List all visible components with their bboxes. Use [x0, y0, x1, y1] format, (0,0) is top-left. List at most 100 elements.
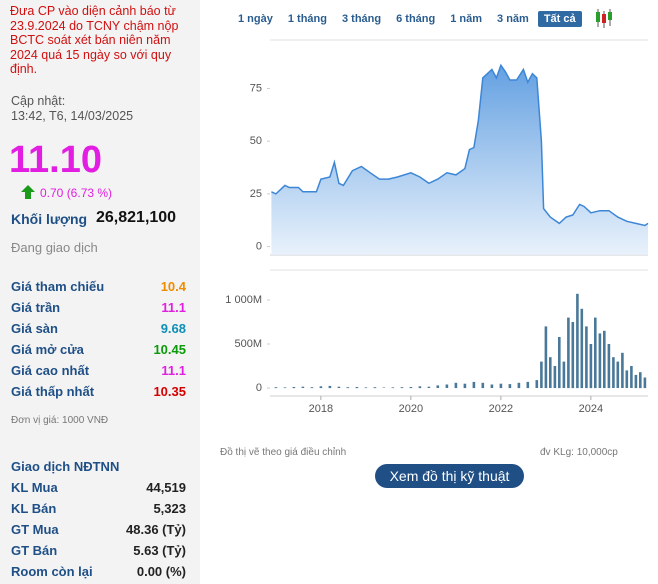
price-row: Giá thấp nhất 10.35	[11, 384, 186, 399]
foreign-row: KL Bán 5,323	[11, 501, 186, 516]
volume-bar	[553, 366, 557, 388]
row-label: Giá thấp nhất	[11, 384, 95, 399]
price-row: Giá cao nhất 11.1	[11, 363, 186, 378]
row-value: 10.45	[153, 342, 186, 357]
volume-bar	[630, 366, 633, 388]
row-label: Room còn lại	[11, 564, 93, 579]
foreign-row: GT Mua 48.36 (Tỷ)	[11, 522, 186, 537]
updated-label: Cập nhật:	[11, 94, 66, 108]
x-tick-label: 2020	[399, 403, 423, 415]
volume-bar	[409, 387, 413, 389]
volume-bar	[589, 344, 593, 389]
row-value: 11.1	[161, 300, 186, 315]
tab[interactable]: 3 tháng	[341, 13, 382, 25]
price-line	[271, 63, 649, 227]
volume-bar	[585, 326, 588, 389]
volume-bar	[373, 387, 377, 389]
volume-bar	[571, 322, 575, 389]
y-tick-label: 0	[256, 240, 262, 252]
row-value: 44,519	[146, 480, 186, 495]
price-row: Giá sàn 9.68	[11, 321, 186, 336]
volume-bar	[625, 370, 629, 388]
row-label: Giá mở cửa	[11, 342, 84, 357]
volume-bar	[427, 386, 431, 388]
tab[interactable]: 3 năm	[497, 13, 529, 25]
volume-bar	[540, 361, 543, 388]
row-label: Giá trần	[11, 300, 61, 315]
volume-bar	[603, 330, 606, 389]
row-value: 0.00 (%)	[136, 564, 186, 579]
area-fill	[271, 65, 648, 255]
volume-bar	[594, 317, 597, 389]
price-row: Giá trần 11.1	[11, 300, 186, 315]
tab[interactable]: 1 ngày	[238, 13, 273, 25]
foreign-row: Room còn lại 0.00 (%)	[11, 564, 186, 579]
row-label: GT Mua	[11, 522, 59, 537]
volume-bar	[616, 361, 620, 388]
volume: 26,821,100	[96, 209, 177, 226]
tabs: 1 ngày 1 tháng 3 tháng 6 tháng 1 năm 3 năm Tất…	[232, 11, 585, 27]
volume-bar	[445, 384, 449, 388]
row-value: 5.63 (Tỷ)	[133, 543, 186, 558]
volume-bar	[454, 382, 458, 389]
volume-bar	[580, 308, 584, 389]
row-label: Giá cao nhất	[11, 363, 90, 378]
volume-bar	[310, 387, 314, 389]
volume-bar	[301, 386, 305, 388]
volume-bar	[639, 372, 642, 389]
volume-bar	[526, 381, 530, 389]
tab[interactable]: 1 năm	[450, 13, 483, 25]
volume-label: Khối lượng	[11, 211, 88, 227]
price: 11.10	[9, 139, 102, 181]
technical-chart-button[interactable]: Xem đồ thị kỹ thuật	[375, 464, 524, 488]
volume-bar	[634, 374, 638, 389]
volume-bar	[328, 385, 332, 389]
volume-bar	[319, 386, 323, 389]
volume-bar	[499, 383, 503, 389]
foreign-row: KL Mua 44,519	[11, 480, 186, 495]
volume-bar	[355, 387, 359, 389]
volume-bar	[274, 387, 278, 389]
row-value: 9.68	[160, 321, 186, 336]
volume-bar	[544, 326, 548, 389]
foreign-title: Giao dịch NĐTNN	[11, 459, 120, 474]
candle-icon[interactable]	[596, 9, 612, 28]
y-tick-label: 500M	[234, 338, 262, 350]
volume-bar	[382, 387, 386, 388]
row-value: 48.36 (Tỷ)	[126, 522, 186, 537]
volume-bar	[490, 384, 494, 388]
y-tick-label: 25	[250, 188, 262, 200]
volume-bar	[346, 387, 350, 389]
y-tick-label: 75	[250, 82, 262, 94]
tab[interactable]: Tất cả	[537, 11, 582, 27]
volume-bar	[391, 387, 395, 389]
row-label: Giá tham chiếu	[11, 279, 105, 294]
volume-unit: đv KLg: 10,000cp	[540, 447, 618, 458]
price-row: Giá mở cửa 10.45	[11, 342, 186, 357]
x-tick-label: 2018	[309, 403, 333, 415]
volume-bar	[517, 382, 521, 389]
volume-bar	[607, 344, 611, 389]
volume-bar	[418, 386, 422, 389]
tab[interactable]: 1 tháng	[287, 13, 327, 25]
row-value: 11.1	[161, 363, 186, 378]
tab[interactable]: 6 tháng	[396, 13, 436, 25]
row-label: KL Mua	[11, 480, 58, 495]
volume-bar	[463, 383, 467, 389]
updated-time: 13:42, T6, 14/03/2025	[11, 109, 134, 123]
chart-note: Đồ thị vẽ theo giá điều chỉnh	[220, 447, 347, 458]
volume-bar	[562, 361, 566, 388]
volume-bar	[558, 337, 561, 389]
sidebar: Đưa CP vào diện cảnh báo từ 23.9.2024 do…	[0, 0, 200, 584]
unit-note: Đơn vị giá: 1000 VNĐ	[11, 415, 109, 426]
y-tick-label: 1 000M	[225, 294, 262, 306]
volume-bar	[621, 352, 624, 388]
volume-bar	[549, 357, 552, 388]
warning: Đưa CP vào diện cảnh báo từ 23.9.2024 do…	[10, 4, 179, 76]
volume-bar	[612, 357, 615, 388]
volume-bar	[436, 385, 440, 388]
row-value: 5,323	[153, 501, 186, 516]
row-label: Giá sàn	[11, 321, 58, 336]
